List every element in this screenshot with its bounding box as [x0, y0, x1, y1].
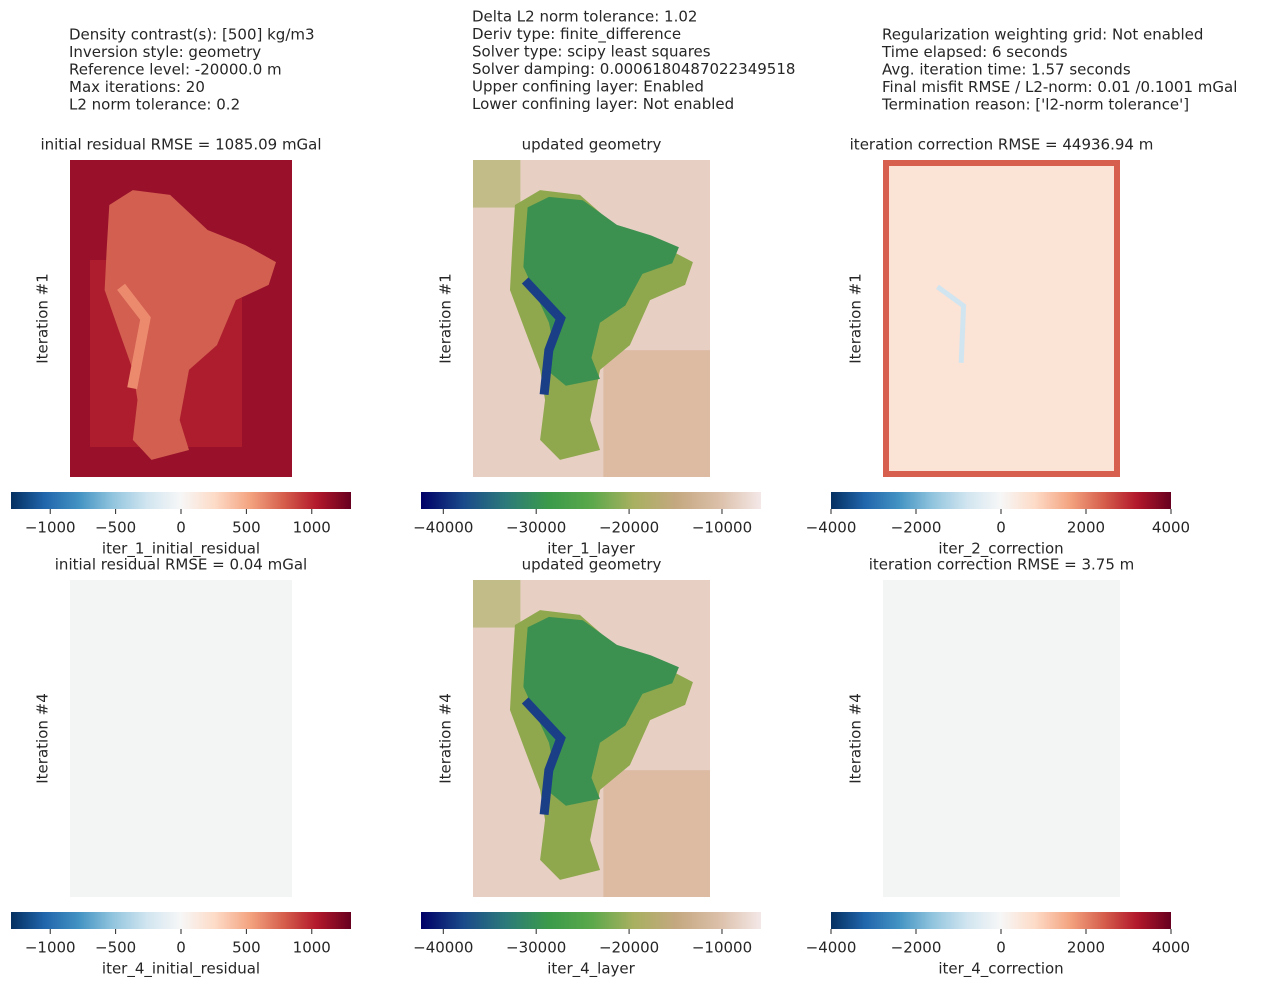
colorbar-tick-label: 0 — [176, 519, 186, 537]
y-axis-label: Iteration #4 — [847, 693, 865, 784]
colorbar-label: iter_2_correction — [938, 540, 1063, 559]
panel-title: initial residual RMSE = 0.04 mGal — [55, 556, 307, 574]
colorbar-tick-label: −30000 — [506, 519, 566, 537]
colorbar-tick-label: −2000 — [891, 939, 942, 957]
colorbar-tick-label: −40000 — [413, 519, 473, 537]
colorbar-tick-label: 0 — [996, 519, 1006, 537]
colorbar-label: iter_4_correction — [938, 960, 1063, 979]
colorbar — [421, 912, 761, 929]
colorbar-tick-label: −1000 — [25, 519, 76, 537]
info-line: Delta L2 norm tolerance: 1.02 — [472, 8, 697, 26]
info-line: Termination reason: ['l2-norm tolerance'… — [881, 96, 1189, 114]
colorbar-tick-label: −2000 — [891, 519, 942, 537]
colorbar-tick-label: −20000 — [599, 939, 659, 957]
background — [883, 580, 1120, 897]
info-line: Final misfit RMSE / L2-norm: 0.01 /0.100… — [882, 78, 1237, 96]
panel-title: iteration correction RMSE = 44936.94 m — [850, 136, 1154, 154]
info-line: Reference level: -20000.0 m — [69, 61, 282, 79]
info-line: Regularization weighting grid: Not enabl… — [882, 26, 1203, 44]
info-line: Solver damping: 0.0006180487022349518 — [472, 60, 795, 78]
colorbar — [11, 492, 351, 509]
colorbar-tick-label: 1000 — [293, 519, 331, 537]
colorbar — [831, 492, 1171, 509]
panel-title: updated geometry — [522, 556, 662, 574]
colorbar — [11, 912, 351, 929]
colorbar-tick-label: −4000 — [806, 939, 857, 957]
heatmap-image — [473, 160, 710, 477]
colorbar — [421, 492, 761, 509]
colorbar-label: iter_4_layer — [547, 960, 635, 979]
colorbar-label: iter_1_initial_residual — [102, 540, 260, 559]
colorbar-label: iter_1_layer — [547, 540, 635, 559]
colorbar-tick-label: 4000 — [1152, 519, 1190, 537]
colorbar-tick-label: 0 — [996, 939, 1006, 957]
ridge — [525, 700, 561, 814]
y-axis-label: Iteration #4 — [437, 693, 455, 784]
heatmap-image — [70, 580, 292, 897]
info-line: Time elapsed: 6 seconds — [881, 43, 1068, 61]
colorbar-tick-label: −500 — [95, 939, 136, 957]
colorbar-tick-label: 2000 — [1067, 519, 1105, 537]
colorbar-tick-label: 1000 — [293, 939, 331, 957]
background — [883, 160, 1120, 477]
heatmap-image — [473, 580, 710, 897]
info-line: Solver type: scipy least squares — [472, 43, 711, 61]
colorbar-tick-label: −4000 — [806, 519, 857, 537]
colorbar-tick-label: −10000 — [692, 519, 752, 537]
colorbar-label: iter_4_initial_residual — [102, 960, 260, 979]
y-axis-label: Iteration #4 — [34, 693, 52, 784]
info-line: L2 norm tolerance: 0.2 — [69, 96, 240, 114]
colorbar-tick-label: 0 — [176, 939, 186, 957]
info-line: Upper confining layer: Enabled — [472, 78, 704, 96]
heatmap-image — [70, 160, 292, 477]
info-line: Inversion style: geometry — [69, 43, 261, 61]
background-tone — [603, 350, 710, 477]
colorbar-tick-label: 4000 — [1152, 939, 1190, 957]
ridge — [121, 287, 145, 388]
heatmap-image — [883, 580, 1120, 897]
colorbar-tick-label: −30000 — [506, 939, 566, 957]
colorbar-tick-label: 2000 — [1067, 939, 1105, 957]
info-line: Max iterations: 20 — [69, 78, 205, 96]
colorbar-tick-label: −500 — [95, 519, 136, 537]
colorbar-tick-label: −10000 — [692, 939, 752, 957]
ridge — [938, 287, 964, 363]
panel-title: initial residual RMSE = 1085.09 mGal — [40, 136, 321, 154]
background-tone — [473, 580, 521, 628]
colorbar-tick-label: −40000 — [413, 939, 473, 957]
info-line: Lower confining layer: Not enabled — [472, 95, 734, 113]
background-tone — [603, 770, 710, 897]
info-line: Density contrast(s): [500] kg/m3 — [69, 26, 315, 44]
info-line: Avg. iteration time: 1.57 seconds — [882, 61, 1131, 79]
ridge — [525, 280, 561, 394]
colorbar-tick-label: 500 — [232, 519, 261, 537]
background — [70, 580, 292, 897]
panel-title: iteration correction RMSE = 3.75 m — [869, 556, 1135, 574]
colorbar-tick-label: −20000 — [599, 519, 659, 537]
background-tone — [473, 160, 521, 208]
y-axis-label: Iteration #1 — [437, 273, 455, 364]
panel-title: updated geometry — [522, 136, 662, 154]
colorbar-tick-label: 500 — [232, 939, 261, 957]
y-axis-label: Iteration #1 — [34, 273, 52, 364]
colorbar-tick-label: −1000 — [25, 939, 76, 957]
y-axis-label: Iteration #1 — [847, 273, 865, 364]
heatmap-image — [886, 163, 1117, 474]
info-line: Deriv type: finite_difference — [472, 25, 681, 44]
colorbar — [831, 912, 1171, 929]
